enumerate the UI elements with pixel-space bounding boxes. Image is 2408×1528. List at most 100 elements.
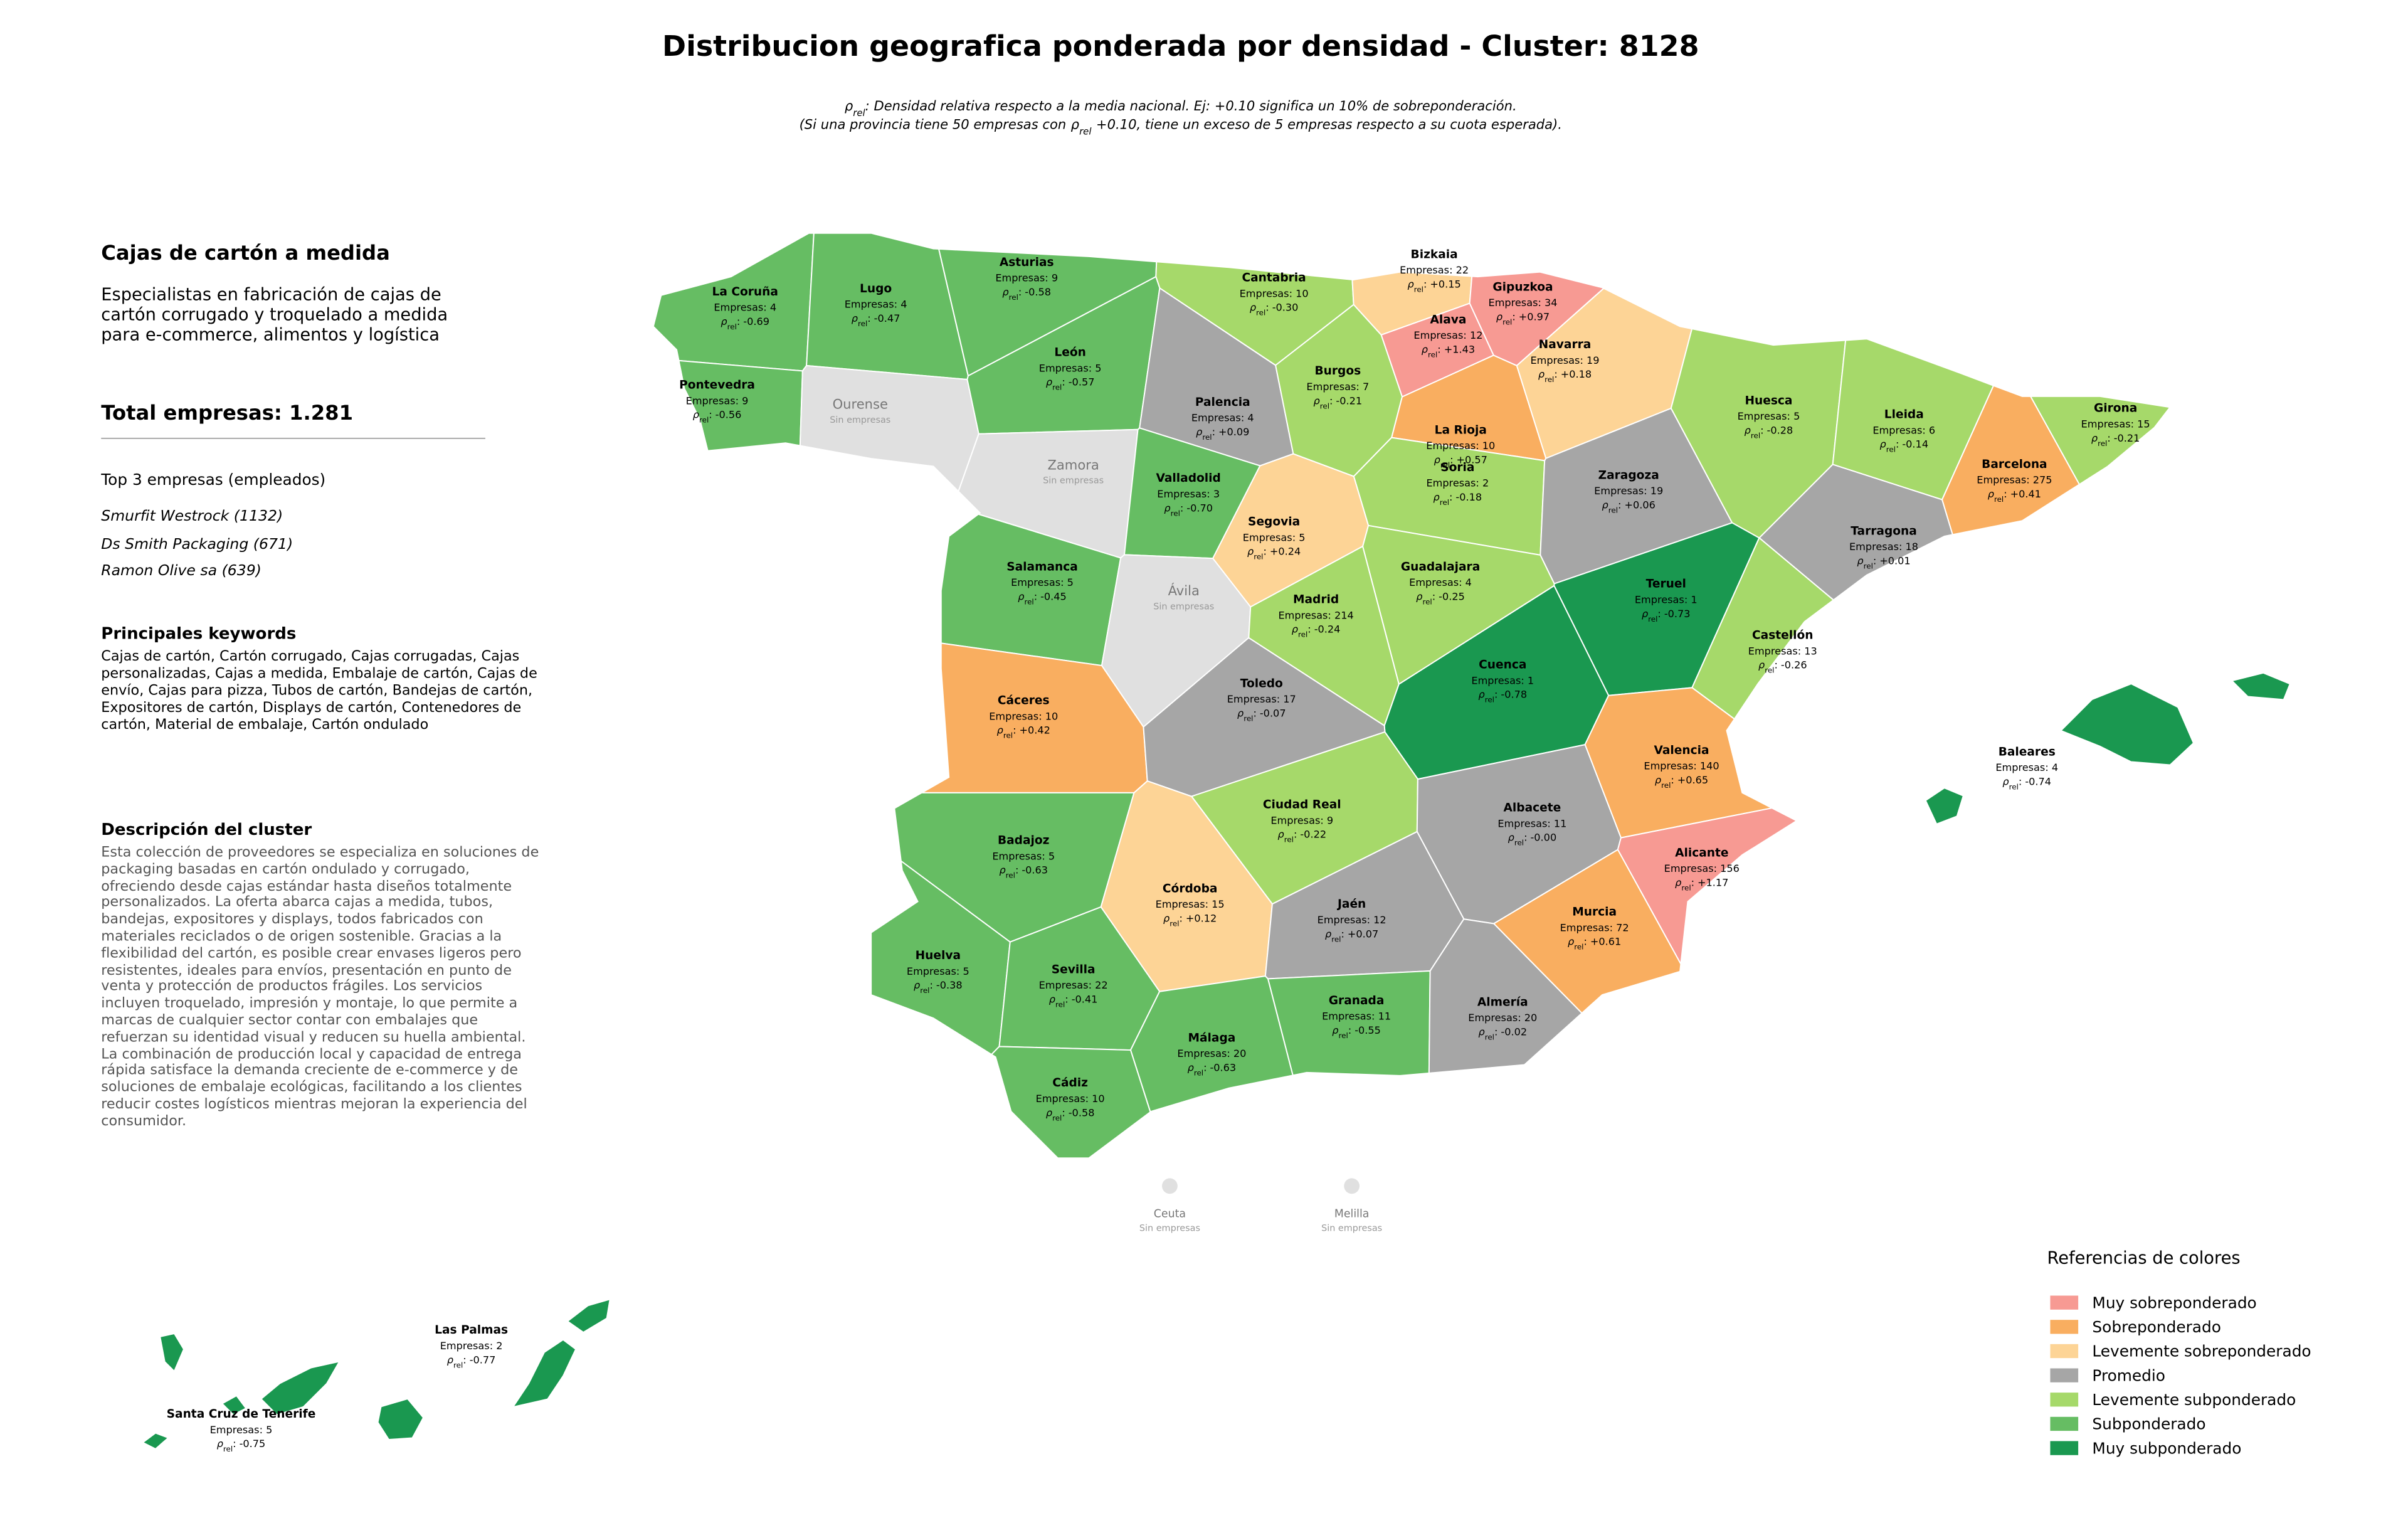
province-count: Empresas: 10: [1426, 440, 1495, 452]
province-rho: ρrel: +0.07: [1325, 928, 1378, 943]
rho-value: +1.17: [1698, 877, 1728, 889]
rho-symbol: ρ: [1292, 623, 1299, 635]
rho-value: +0.06: [1624, 499, 1655, 511]
province-name: Cantabria: [1242, 272, 1306, 285]
province-count: Empresas: 20: [1177, 1048, 1246, 1059]
rho-separator: :: [867, 312, 870, 324]
rho-symbol: ρ: [1758, 659, 1765, 671]
province-count: Empresas: 10: [1036, 1093, 1105, 1105]
province-count: Empresas: 4: [1995, 761, 2058, 773]
province-name: Soria: [1440, 461, 1474, 474]
rho-separator: :: [1062, 376, 1065, 388]
province-count: Empresas: 11: [1322, 1011, 1391, 1022]
rho-value: -0.00: [1531, 832, 1557, 844]
rho-subscript: rel: [1514, 839, 1524, 847]
top-company: Ramon Olive sa (639): [101, 561, 261, 579]
rho-symbol: ρ: [1508, 832, 1515, 844]
province-name: Badajoz: [998, 834, 1050, 847]
province-shape: [378, 1398, 424, 1440]
legend-label: Muy sobreponderado: [2092, 1293, 2256, 1312]
subtitle-line: (Si una provincia tiene 50 empresas con ρ…: [800, 117, 1562, 137]
province-rho: ρrel: +0.57: [1434, 454, 1487, 469]
rho-separator: :: [233, 1438, 236, 1450]
province-rho: ρrel: +0.18: [1538, 368, 1592, 384]
rho-symbol: ρ: [1496, 311, 1503, 323]
keywords-title: Principales keywords: [101, 625, 296, 644]
province-count: Empresas: 5: [1243, 531, 1306, 543]
rho-separator: :: [1034, 591, 1037, 603]
province-rho: ρrel: -0.58: [1002, 286, 1051, 302]
province-name: Bizkaia: [1411, 248, 1458, 261]
province-rho: ρrel: -0.74: [2002, 775, 2051, 791]
cluster-box: Esta colección de proveedores se especia…: [101, 846, 539, 1130]
province-shape: [1162, 1178, 1178, 1194]
rho-symbol: ρ: [1857, 555, 1864, 567]
rho-subscript: rel: [1256, 309, 1265, 317]
province-count: Empresas: 140: [1644, 760, 1719, 772]
rho-separator: :: [1341, 928, 1344, 940]
no-companies: Sin empresas: [1321, 1224, 1382, 1234]
province-name: Castellón: [1752, 629, 1813, 642]
rho-subscript: rel: [1339, 1031, 1348, 1040]
rho-symbol: ρ: [721, 316, 727, 327]
rho-separator: :: [1618, 499, 1621, 511]
province-shape: [2060, 683, 2194, 766]
rho-value: -0.25: [1439, 591, 1465, 603]
province-rho: ρrel: -0.73: [1642, 608, 1691, 623]
cluster-title: Descripción del cluster: [101, 820, 312, 839]
province-count: Empresas: 34: [1489, 297, 1558, 309]
province-rho: ρrel: -0.26: [1758, 659, 1807, 675]
province-count: Empresas: 4: [714, 302, 776, 314]
panel-title: Cajas de cartón a medida: [101, 241, 390, 265]
rho-value: -0.26: [1781, 659, 1807, 671]
province-rho: ρrel: -0.63: [1188, 1061, 1237, 1077]
legend-swatch: [2050, 1295, 2079, 1310]
province-count: Empresas: 5: [1738, 410, 1800, 422]
rho-separator: :: [1760, 424, 1763, 436]
province-name: Cáceres: [998, 694, 1050, 708]
province-name: Alava: [1430, 313, 1466, 326]
rho-subscript: rel: [1661, 781, 1671, 790]
province-count: Empresas: 1: [1635, 594, 1698, 606]
rho-separator: :: [1450, 454, 1453, 465]
rho-value: -0.56: [716, 409, 742, 421]
rho-symbol: ρ: [914, 979, 921, 991]
province-count: Empresas: 11: [1497, 817, 1566, 829]
rho-symbol: ρ: [1434, 454, 1441, 465]
rho-separator: :: [1015, 864, 1018, 876]
province-rho: ρrel: -0.02: [1478, 1026, 1527, 1041]
province-name: Salamanca: [1006, 560, 1078, 573]
rho-subscript: rel: [1886, 445, 1896, 454]
rho-separator: :: [2107, 432, 2110, 444]
rho-subscript: rel: [1052, 1113, 1062, 1122]
rho-symbol: ρ: [1325, 928, 1332, 940]
province-name: Almería: [1477, 995, 1528, 1009]
rho-value: +0.12: [1186, 913, 1217, 925]
legend-swatch: [2050, 1441, 2079, 1455]
province-rho: ρrel: +0.15: [1407, 278, 1460, 294]
province-count: Empresas: 4: [1191, 412, 1254, 424]
panel-description-box: Especialistas en fabricación de cajas de…: [101, 284, 448, 345]
rho-subscript: rel: [1006, 871, 1015, 880]
rho-symbol: ρ: [2002, 775, 2009, 787]
rho-subscript: rel: [1284, 836, 1294, 844]
rho-subscript: rel: [1331, 935, 1341, 943]
subtitle-line: ρrel: Densidad relativa respecto a la me…: [845, 98, 1517, 119]
province-rho: ρrel: -0.55: [1332, 1024, 1381, 1040]
province-rho: ρrel: -0.38: [914, 979, 963, 995]
rho-subscript: rel: [1170, 920, 1179, 928]
province-name: Ourense: [833, 396, 888, 412]
total: Total empresas: 1.281: [101, 401, 353, 425]
province-rho: ρrel: -0.78: [1478, 689, 1527, 704]
rho-subscript: rel: [1171, 509, 1180, 517]
province-rho: ρrel: +0.41: [1988, 488, 2041, 504]
subtitle-text: (Si una provincia tiene 50 empresas con: [800, 117, 1067, 132]
province-rho: ρrel: -0.22: [1277, 829, 1326, 844]
rho-subscript: rel: [727, 322, 737, 331]
rho-value: -0.21: [1336, 395, 1362, 406]
province-rho: ρrel: -0.18: [1434, 491, 1482, 507]
province-count: Empresas: 9: [1270, 814, 1333, 826]
province-rho: ρrel: -0.57: [1046, 376, 1095, 392]
rho-subscript: rel: [1202, 433, 1212, 442]
